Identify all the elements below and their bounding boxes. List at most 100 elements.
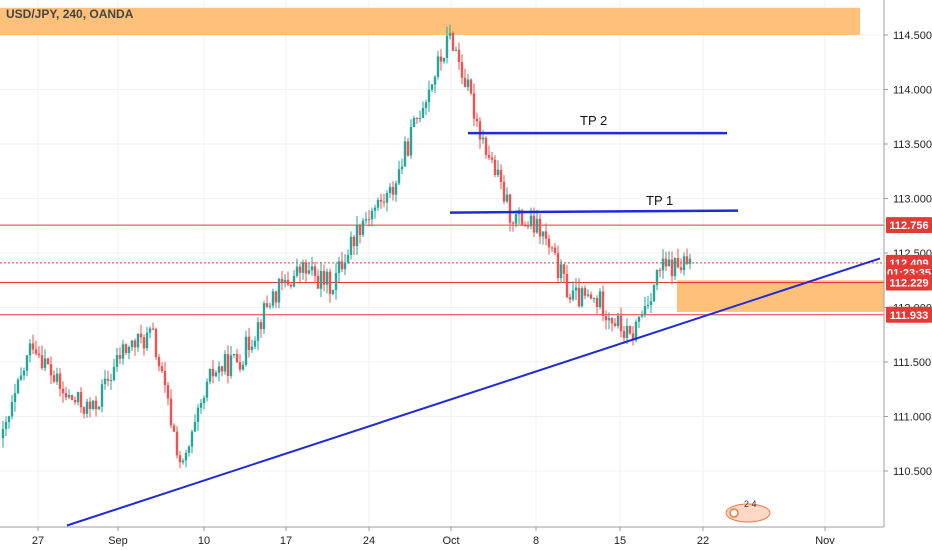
candle-body [613,323,617,326]
candle-body [610,318,614,324]
candle-body [16,379,20,394]
candle-body [313,266,317,276]
y-axis-ticks: 114.500114.000113.500113.000112.500112.0… [884,30,932,478]
candle-body [334,273,338,291]
price-tag-bg [886,217,932,234]
candle-body [421,108,425,118]
tp1-label: TP 1 [646,193,673,208]
candle-body [409,127,413,156]
candle-body [655,270,659,285]
candle-body [595,298,599,308]
candle-body [457,49,461,63]
candle-body [679,267,683,271]
candle-body [187,446,191,453]
candle-body [85,401,89,414]
y-tick-label: 113.500 [893,139,932,151]
candle-body [79,392,83,408]
candle-body [469,79,473,94]
candle-body [505,194,509,202]
candle-body [541,231,545,237]
candle-body [115,355,119,367]
candle-body [37,353,41,356]
candle-body [361,220,365,235]
x-tick-label: 27 [32,535,44,547]
candle-body [481,137,485,140]
candle-body [292,275,296,287]
candle-body [643,306,647,315]
candle-body [64,393,68,398]
candle-body [244,336,248,365]
candle-body [400,166,404,170]
candle-body [367,219,371,221]
candle-body [559,264,563,279]
candle-body [172,425,176,432]
candle-body [493,159,497,175]
candle-body [160,366,164,372]
x-axis-ticks: 27 Sep 10 17 24 Oct 8 15 22 Nov [32,527,835,547]
candle-body [520,210,524,226]
candle-body [121,344,125,359]
candle-body [94,400,98,410]
candle-body [451,33,455,51]
candle-body [301,262,305,273]
candle-body [562,264,566,275]
candle-body [22,370,26,376]
candle-body [346,254,350,263]
candle-body [226,354,230,376]
candle-body [355,224,359,247]
candle-body [100,384,104,407]
candle-body [607,318,611,321]
candle-body [529,215,533,227]
candle-body [430,84,434,90]
candle-body [574,287,578,291]
candle-body [256,322,260,341]
candle-body [670,259,674,277]
candle-body [676,258,680,268]
x-tick-label: 17 [280,535,292,547]
price-tag-label: 112.756 [889,220,928,232]
candle-body [343,262,347,270]
candle-body [163,371,167,386]
candle-body [229,355,233,376]
candle-body [319,271,323,289]
candle-body [358,224,362,235]
candle-body [463,77,467,87]
tp1-line [449,209,739,214]
levels [0,224,884,316]
tp2-label: TP 2 [580,113,607,128]
candle-body [490,157,494,160]
candles [1,24,692,469]
candle-body [310,266,314,271]
candle-body [622,331,626,338]
candle-body [304,262,308,274]
candle-body [250,346,254,351]
candle-body [454,49,458,51]
candle-body [82,407,86,414]
candle-body [184,452,188,461]
price-tag-bg [886,274,932,291]
candle-body [139,333,143,338]
candle-body [217,366,221,373]
symbol-label: USD/JPY, 240, OANDA [6,7,134,21]
candle-body [403,141,407,167]
candle-body [274,291,278,303]
candle-body [88,401,92,410]
candle-body [391,186,395,195]
candle-body [478,121,482,140]
candle-body [532,215,536,233]
candle-body [70,394,74,400]
candle-body [34,349,38,354]
watermark-dot-icon [729,508,739,518]
candle-body [418,117,422,119]
candle-body [196,407,200,422]
candle-body [568,297,572,300]
candle-body [592,298,596,300]
candle-body [556,253,560,279]
candle-body [262,303,266,329]
candle-body [220,366,224,372]
candle-body [19,375,23,380]
candle-body [427,89,431,103]
candle-body [58,373,62,389]
candle-body [448,33,452,36]
candle-body [364,219,368,221]
